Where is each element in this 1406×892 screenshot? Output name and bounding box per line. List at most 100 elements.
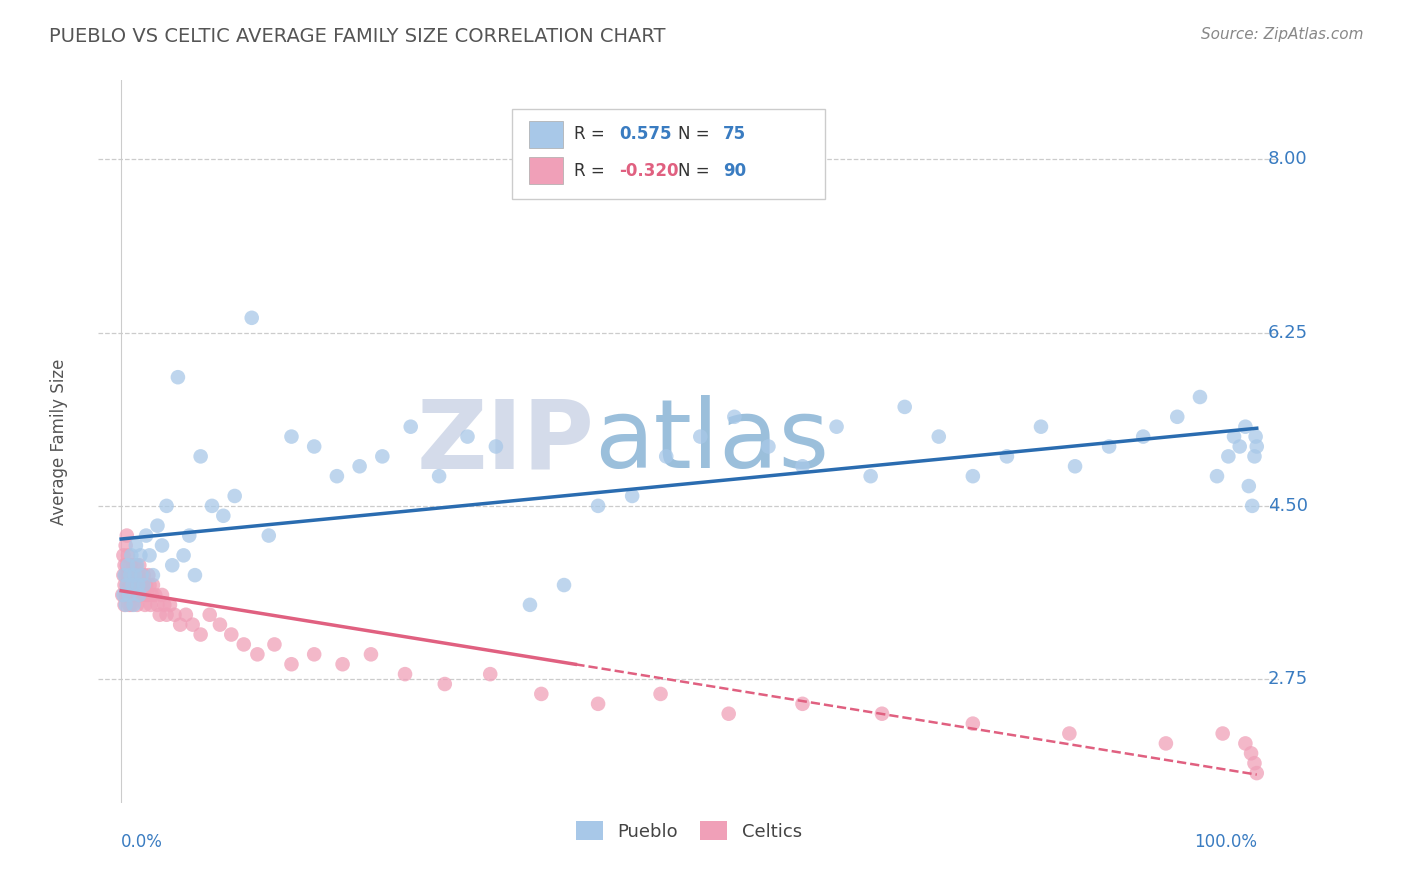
Point — [212, 508, 235, 523]
Text: atlas: atlas — [595, 395, 830, 488]
Text: 8.00: 8.00 — [1268, 151, 1308, 169]
Point — [995, 450, 1018, 464]
Point — [792, 697, 814, 711]
Point — [162, 558, 183, 573]
Point — [723, 409, 745, 424]
Point — [371, 450, 394, 464]
Point — [825, 419, 848, 434]
Text: 0.575: 0.575 — [619, 126, 672, 144]
Point — [112, 568, 135, 582]
Point — [122, 558, 145, 573]
Point — [118, 578, 141, 592]
Point — [586, 697, 609, 711]
Point — [221, 627, 243, 641]
Point — [150, 539, 173, 553]
Point — [326, 469, 349, 483]
Point — [124, 568, 146, 582]
Point — [208, 617, 231, 632]
Point — [127, 568, 149, 582]
Point — [1059, 726, 1081, 740]
Point — [859, 469, 882, 483]
Point — [689, 429, 711, 443]
Point — [1223, 429, 1246, 443]
Point — [179, 528, 201, 542]
Point — [120, 568, 142, 582]
Point — [149, 607, 172, 622]
Point — [138, 578, 160, 592]
Point — [190, 627, 212, 641]
Point — [128, 588, 150, 602]
Point — [117, 588, 139, 602]
Point — [1243, 756, 1265, 771]
Point — [114, 598, 136, 612]
Point — [132, 568, 155, 582]
Point — [870, 706, 893, 721]
Point — [485, 440, 508, 454]
Point — [1234, 419, 1257, 434]
Text: -0.320: -0.320 — [619, 161, 679, 179]
Point — [132, 588, 155, 602]
Point — [136, 588, 159, 602]
Point — [139, 598, 162, 612]
Point — [1154, 736, 1177, 750]
Point — [115, 578, 138, 592]
Point — [232, 637, 254, 651]
Point — [1098, 440, 1121, 454]
Point — [263, 637, 285, 651]
Text: 0.0%: 0.0% — [121, 833, 163, 851]
Point — [758, 440, 780, 454]
Point — [655, 450, 678, 464]
Point — [121, 578, 143, 592]
Point — [120, 578, 142, 592]
Point — [122, 588, 145, 602]
Point — [257, 528, 280, 542]
Point — [118, 568, 141, 582]
Point — [150, 588, 173, 602]
Point — [433, 677, 456, 691]
Point — [129, 588, 152, 602]
Point — [1246, 766, 1268, 780]
Point — [1234, 736, 1257, 750]
Point — [456, 429, 478, 443]
Point — [141, 588, 163, 602]
Point — [1237, 479, 1260, 493]
Point — [198, 607, 221, 622]
Point — [127, 578, 149, 592]
Text: 90: 90 — [723, 161, 747, 179]
Point — [717, 706, 740, 721]
Point — [280, 429, 302, 443]
Point — [132, 578, 155, 592]
Text: 6.25: 6.25 — [1268, 324, 1308, 342]
Point — [621, 489, 644, 503]
Point — [114, 568, 136, 582]
Point — [962, 469, 984, 483]
Point — [135, 578, 157, 592]
Point — [240, 310, 263, 325]
Point — [650, 687, 672, 701]
Point — [224, 489, 246, 503]
Point — [131, 568, 153, 582]
Text: N =: N = — [678, 126, 716, 144]
Point — [125, 558, 148, 573]
Point — [155, 499, 177, 513]
Point — [127, 588, 149, 602]
Point — [125, 558, 148, 573]
Point — [125, 539, 148, 553]
Point — [121, 578, 143, 592]
Point — [143, 588, 166, 602]
Point — [120, 568, 142, 582]
Point — [190, 450, 212, 464]
Legend: Pueblo, Celtics: Pueblo, Celtics — [569, 814, 808, 848]
Point — [1064, 459, 1087, 474]
Point — [122, 598, 145, 612]
Point — [115, 528, 138, 542]
Point — [928, 429, 950, 443]
Text: ZIP: ZIP — [416, 395, 595, 488]
Point — [118, 588, 141, 602]
Point — [1132, 429, 1154, 443]
Point — [138, 549, 160, 563]
Point — [1218, 450, 1240, 464]
Point — [1244, 429, 1267, 443]
Text: R =: R = — [575, 126, 610, 144]
Text: 75: 75 — [723, 126, 747, 144]
